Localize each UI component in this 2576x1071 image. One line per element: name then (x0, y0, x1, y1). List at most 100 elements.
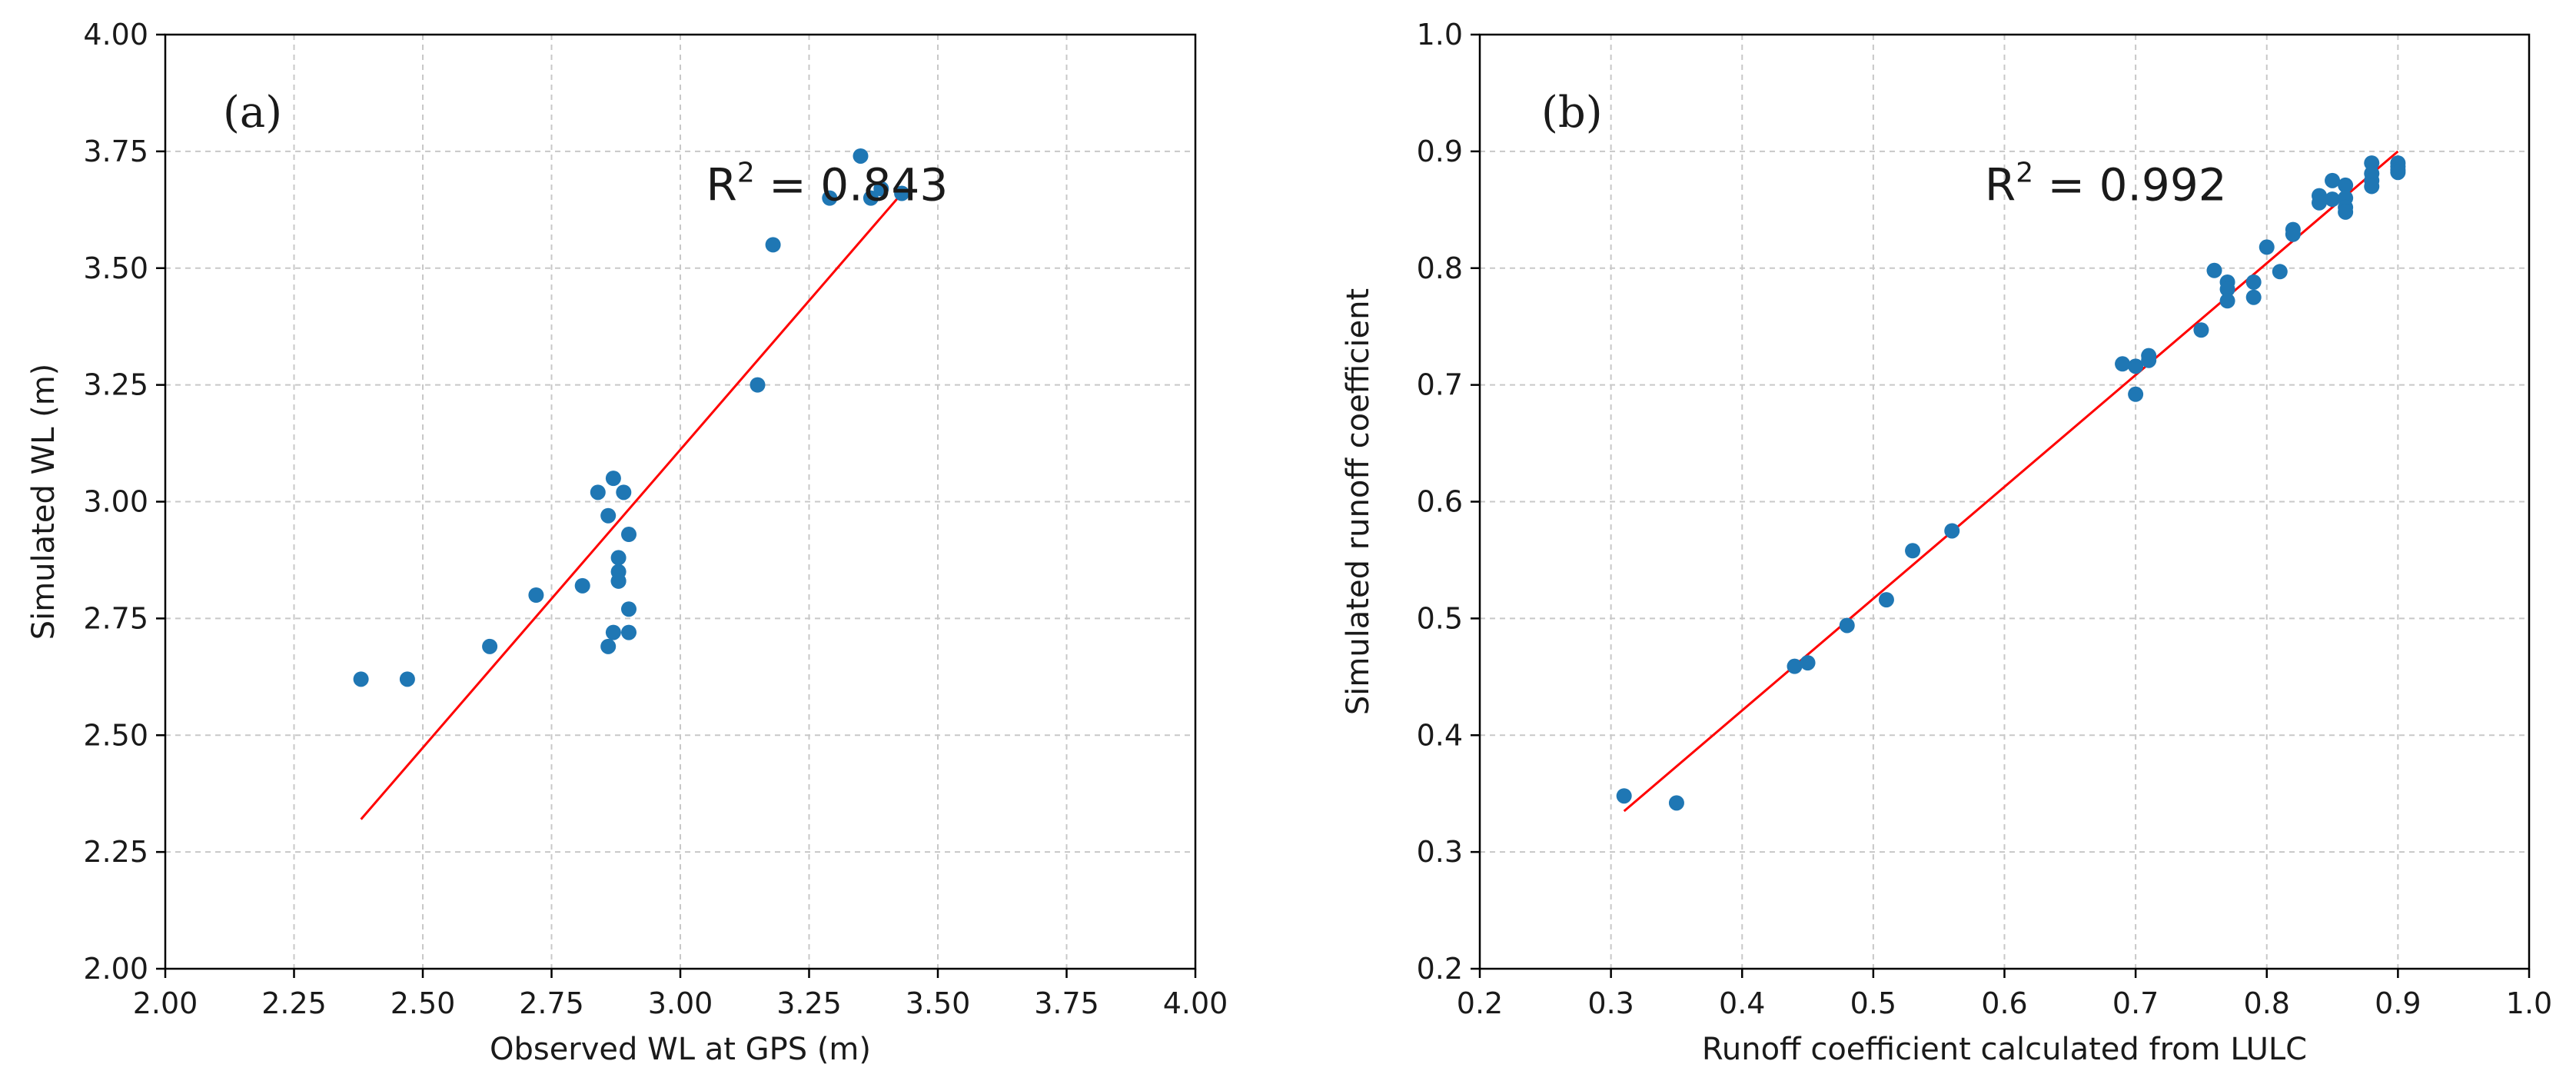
r-squared-annotation: R2 = 0.843 (706, 158, 949, 211)
x-tick-label: 0.8 (2244, 986, 2290, 1020)
r-squared-exponent: 2 (737, 158, 755, 189)
y-tick-label: 3.75 (83, 135, 148, 168)
data-point (863, 190, 879, 206)
plot-frame (164, 33, 1197, 970)
data-point (1878, 592, 1894, 608)
data-point (2364, 178, 2380, 195)
x-tick-label: 0.2 (1457, 986, 1503, 1020)
panel-a: 2.00 2.25 2.50 2.75 3.00 3.25 3.50 3.75 4.00 2.00… (26, 18, 1228, 1067)
y-tick-label: 0.7 (1417, 368, 1463, 402)
data-point (1944, 523, 1960, 539)
y-tick-label: 0.6 (1417, 485, 1463, 519)
x-tick-label: 0.9 (2375, 986, 2421, 1020)
regression-line (1623, 150, 2399, 813)
data-point (590, 484, 606, 501)
y-tick-label: 3.00 (83, 485, 148, 519)
x-tick-label: 4.00 (1163, 986, 1228, 1020)
data-point (822, 190, 838, 206)
data-point (2312, 195, 2327, 211)
data-point (894, 185, 910, 201)
data-point (621, 527, 637, 543)
x-tick-label: 2.25 (261, 986, 327, 1020)
x-tick-label: 2.50 (391, 986, 456, 1020)
data-point (2325, 191, 2341, 208)
data-point (1787, 658, 1803, 674)
y-tick-label: 3.50 (83, 251, 148, 285)
panel-label: (a) (223, 88, 282, 138)
y-tick-label: 2.25 (83, 835, 148, 869)
y-tick-label: 2.00 (83, 952, 148, 986)
x-tick-label: 3.00 (648, 986, 713, 1020)
data-point (2219, 293, 2235, 309)
data-point (2128, 386, 2144, 402)
y-tick-label: 2.50 (83, 718, 148, 752)
data-point (1668, 795, 1684, 811)
data-point (1616, 788, 1632, 804)
data-point (399, 671, 415, 687)
data-point (2325, 172, 2341, 188)
data-point (2206, 262, 2222, 278)
data-point (750, 377, 766, 393)
data-point (2338, 204, 2354, 220)
x-tick-label: 0.6 (1981, 986, 2027, 1020)
plot-frame (1478, 33, 2531, 970)
data-point (621, 624, 637, 640)
data-point (2128, 358, 2144, 374)
data-point (873, 181, 889, 197)
x-axis-label: Runoff coefficient calculated from LULC (1702, 1032, 2307, 1067)
data-point (2259, 239, 2275, 255)
data-point (600, 507, 617, 524)
y-tick-label: 0.9 (1417, 135, 1463, 168)
data-point (528, 587, 544, 603)
x-tick-label: 0.3 (1587, 986, 1634, 1020)
data-point (2285, 226, 2301, 242)
data-point (853, 148, 869, 164)
y-tick-label: 0.8 (1417, 251, 1463, 285)
data-point (2193, 322, 2209, 338)
x-tick-label: 3.75 (1034, 986, 1099, 1020)
y-axis-label: Simulated WL (m) (26, 364, 61, 640)
data-point (2141, 352, 2157, 368)
x-axis-label: Observed WL at GPS (m) (490, 1032, 871, 1067)
data-point (605, 471, 621, 487)
r-squared-value: = 0.992 (2033, 159, 2227, 211)
x-tick-label: 0.4 (1719, 986, 1765, 1020)
r-squared-symbol: R (1985, 159, 2016, 211)
x-tick-label: 3.50 (906, 986, 971, 1020)
y-axis-label: Simulated runoff coefficient (1341, 288, 1376, 715)
data-point (2115, 356, 2131, 372)
panel-label: (b) (1541, 88, 1603, 138)
data-point (1905, 543, 1921, 559)
y-tick-label: 3.25 (83, 368, 148, 402)
y-tick-label: 0.3 (1417, 835, 1463, 869)
panel-b: 0.2 0.3 0.4 0.5 0.6 0.7 0.8 0.9 1.0 0.2 0.3 0.4 0.5 0… (1341, 18, 2552, 1067)
y-tick-label: 4.00 (83, 18, 148, 52)
data-point (353, 671, 369, 687)
x-tick-label: 2.75 (519, 986, 584, 1020)
x-tick-label: 1.0 (2506, 986, 2552, 1020)
y-tick-label: 2.75 (83, 601, 148, 635)
data-point (2338, 177, 2354, 193)
data-point (616, 484, 632, 501)
data-point (600, 638, 617, 654)
data-point (482, 638, 498, 654)
y-tick-label: 0.5 (1417, 601, 1463, 635)
r-squared-symbol: R (706, 159, 737, 211)
data-point (765, 237, 781, 253)
data-point (2245, 274, 2262, 290)
data-point (2390, 165, 2406, 181)
data-point (621, 601, 637, 617)
regression-line (360, 192, 903, 820)
y-tick-label: 1.0 (1417, 18, 1463, 52)
data-point (1839, 617, 1855, 634)
r-squared-value: = 0.843 (755, 159, 949, 211)
data-point (610, 573, 627, 589)
data-point (574, 577, 590, 594)
x-tick-label: 0.7 (2112, 986, 2159, 1020)
data-point (1800, 655, 1816, 671)
data-point (610, 550, 627, 566)
r-squared-exponent: 2 (2016, 158, 2033, 189)
data-point (2245, 289, 2262, 305)
r-squared-annotation: R2 = 0.992 (1985, 158, 2227, 211)
data-point (2272, 264, 2288, 280)
